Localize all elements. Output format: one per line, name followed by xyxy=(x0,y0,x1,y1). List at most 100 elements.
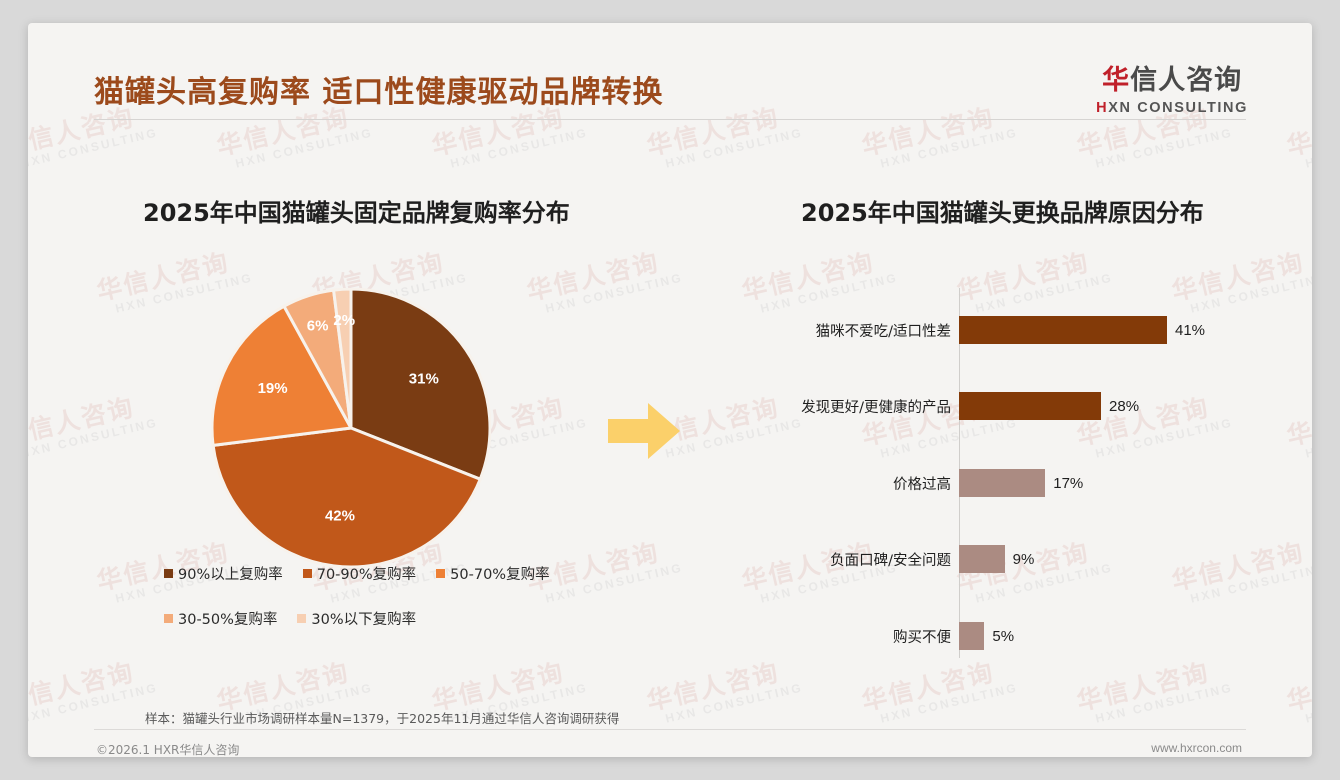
pie-chart: 31% 42% 19% 6% 2% xyxy=(211,288,491,568)
watermark-english: HXN CONSULTING xyxy=(234,125,375,171)
logo-english-rest: XN CONSULTING xyxy=(1108,100,1248,116)
watermark-english: HXN CONSULTING xyxy=(664,125,805,171)
legend-row: 90%以上复购率 70-90%复购率 50-70%复购率 xyxy=(164,563,594,584)
watermark-english: HXN CONSULTING xyxy=(1304,125,1312,171)
slide-header: 猫罐头高复购率 适口性健康驱动品牌转换 华信人咨询 HXN CONSULTING xyxy=(28,23,1312,120)
legend-swatch-icon xyxy=(164,569,173,578)
footer-copyright: ©2026.1 HXR华信人咨询 xyxy=(96,743,240,757)
logo-chinese-rest: 信人咨询 xyxy=(1130,65,1243,96)
bar-chart-row: 价格过高 17% xyxy=(788,464,1083,502)
watermark-english: HXN CONSULTING xyxy=(1094,680,1235,726)
footer-divider xyxy=(94,729,1246,730)
legend-label: 30-50%复购率 xyxy=(178,612,278,628)
legend-item[interactable]: 30%以下复购率 xyxy=(297,608,416,629)
watermark-chinese: 华信人咨询 xyxy=(1284,392,1312,452)
watermark-english: HXN CONSULTING xyxy=(1304,680,1312,726)
watermark-chinese: 华信人咨询 xyxy=(859,657,998,717)
legend-item[interactable]: 70-90%复购率 xyxy=(302,563,417,584)
watermark-chinese: 华信人咨询 xyxy=(1284,657,1312,717)
bar-chart-row: 发现更好/更健康的产品 28% xyxy=(788,387,1139,425)
bar-rect xyxy=(959,545,1005,573)
bar-value-label: 28% xyxy=(1109,397,1140,415)
footer-website: www.hxrcon.com xyxy=(1151,741,1242,755)
bar-category-label: 价格过高 xyxy=(893,476,951,493)
right-arrow-icon xyxy=(608,401,682,466)
logo-h-character: H xyxy=(1096,100,1109,116)
pie-slice-label: 42% xyxy=(325,507,355,524)
bar-chart-title: 2025年中国猫罐头更换品牌原因分布 xyxy=(801,199,1204,227)
bar-chart-row: 购买不便 5% xyxy=(788,617,1014,655)
watermark-chinese: 华信人咨询 xyxy=(524,247,663,307)
right-arrow-svg xyxy=(608,403,680,459)
watermark-english: HXN CONSULTING xyxy=(664,415,805,461)
legend-label: 70-90%复购率 xyxy=(316,567,417,583)
logo-hua-character: 华 xyxy=(1102,65,1131,96)
legend-swatch-icon xyxy=(302,569,312,578)
bar-rect xyxy=(959,316,1167,344)
pie-chart-svg: 31% 42% 19% 6% 2% xyxy=(211,288,491,568)
legend-row: 30-50%复购率 30%以下复购率 xyxy=(164,608,594,629)
slide-page: 华信人咨询 HXN CONSULTING 华信人咨询 HXN CONSULTING 华信… xyxy=(28,23,1312,757)
legend-swatch-icon xyxy=(164,614,173,623)
bar-chart-row: 猫咪不爱吃/适口性差 41% xyxy=(788,311,1205,349)
watermark-english: HXN CONSULTING xyxy=(28,125,160,171)
pie-slice-label: 19% xyxy=(258,380,288,397)
watermark-chinese: 华信人咨询 xyxy=(28,392,138,452)
pie-slice-label: 2% xyxy=(333,312,355,329)
bar-value-label: 9% xyxy=(1012,550,1035,568)
bar-value-label: 17% xyxy=(1053,474,1084,492)
legend-label: 90%以上复购率 xyxy=(178,567,283,583)
legend-item[interactable]: 90%以上复购率 xyxy=(164,563,283,584)
watermark-english: HXN CONSULTING xyxy=(664,680,805,726)
pie-slice-label: 31% xyxy=(409,371,439,388)
watermark-english: HXN CONSULTING xyxy=(879,125,1020,171)
bar-category-label: 负面口碑/安全问题 xyxy=(830,552,951,569)
pie-slice xyxy=(331,288,353,429)
watermark-english: HXN CONSULTING xyxy=(879,680,1020,726)
bar-category-label: 猫咪不爱吃/适口性差 xyxy=(815,323,951,340)
sample-note: 样本：猫罐头行业市场调研样本量N=1379，于2025年11月通过华信人咨询调研… xyxy=(145,711,620,726)
bar-rect xyxy=(959,392,1102,420)
pie-slice-label: 6% xyxy=(307,317,329,334)
watermark-english: HXN CONSULTING xyxy=(28,680,160,726)
legend-swatch-icon xyxy=(297,614,307,623)
pie-chart-title: 2025年中国猫罐头固定品牌复购率分布 xyxy=(143,199,570,227)
header-divider xyxy=(94,119,1246,120)
watermark-english: HXN CONSULTING xyxy=(1094,125,1235,171)
logo-english-text: HXN CONSULTING xyxy=(1096,101,1248,116)
watermark-chinese: 华信人咨询 xyxy=(28,657,138,717)
legend-label: 50-70%复购率 xyxy=(450,567,550,583)
bar-chart-row: 负面口碑/安全问题 9% xyxy=(788,540,1034,578)
bar-rect xyxy=(959,469,1046,497)
watermark-english: HXN CONSULTING xyxy=(1304,415,1312,461)
watermark-chinese: 华信人咨询 xyxy=(1074,657,1213,717)
pie-slice xyxy=(211,426,483,568)
bar-category-label: 购买不便 xyxy=(893,629,951,646)
bar-rect xyxy=(959,622,985,650)
pie-chart-legend: 90%以上复购率 70-90%复购率 50-70%复购率 30-50%复购率 30%以下… xyxy=(164,563,594,653)
watermark-english: HXN CONSULTING xyxy=(28,415,160,461)
legend-item[interactable]: 30-50%复购率 xyxy=(164,608,277,629)
bar-chart: 猫咪不爱吃/适口性差 41% 发现更好/更健康的产品 28% 价格过高 17% 负面口碑/安… xyxy=(788,288,1258,658)
watermark-chinese: 华信人咨询 xyxy=(644,657,783,717)
page-title: 猫罐头高复购率 适口性健康驱动品牌转换 xyxy=(94,75,664,110)
logo-chinese-text: 华信人咨询 xyxy=(1096,67,1248,94)
pie-slice xyxy=(349,288,491,482)
legend-label: 30%以下复购率 xyxy=(311,612,417,628)
bar-value-label: 5% xyxy=(992,627,1015,645)
company-logo: 华信人咨询 HXN CONSULTING xyxy=(1096,67,1248,116)
bar-category-label: 发现更好/更健康的产品 xyxy=(801,399,951,416)
watermark-english: HXN CONSULTING xyxy=(449,125,590,171)
bar-value-label: 41% xyxy=(1175,321,1206,339)
legend-item[interactable]: 50-70%复购率 xyxy=(436,563,550,584)
pie-slice xyxy=(211,304,354,448)
